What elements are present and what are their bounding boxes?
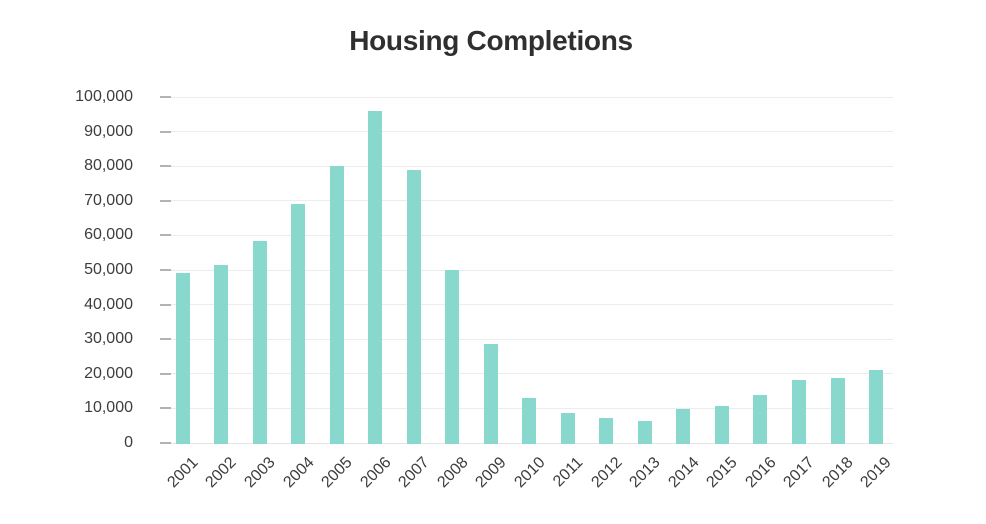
gridline — [160, 269, 893, 271]
bar — [175, 273, 190, 444]
bar — [869, 369, 884, 444]
x-axis-tick-label: 2012 — [588, 454, 626, 492]
y-axis-tick — [160, 199, 171, 202]
gridline — [160, 338, 893, 340]
y-axis-tick — [160, 234, 171, 237]
y-axis-tick-label: 40,000 — [84, 295, 133, 313]
x-axis-tick-label: 2007 — [395, 454, 433, 492]
x-axis-tick-label: 2005 — [318, 454, 356, 492]
y-axis-tick — [160, 372, 171, 375]
y-axis-tick — [160, 407, 171, 410]
x-axis-tick-label: 2008 — [434, 454, 472, 492]
y-axis-tick-label: 80,000 — [84, 157, 133, 175]
chart-title: Housing Completions — [349, 25, 633, 56]
x-axis-tick-label: 2015 — [703, 454, 741, 492]
bar — [830, 377, 845, 444]
bar — [753, 394, 768, 444]
bar — [522, 398, 537, 444]
x-axis-tick-label: 2017 — [780, 454, 819, 492]
y-axis-tick-label: 50,000 — [84, 261, 133, 278]
x-axis-tick-label: 2006 — [356, 454, 395, 492]
bar — [714, 405, 729, 444]
bar — [676, 409, 691, 444]
gridline — [160, 373, 893, 375]
x-axis-tick-label: 2011 — [550, 454, 587, 491]
bar — [252, 240, 267, 444]
bar — [599, 417, 614, 444]
x-axis-tick-label: 2018 — [819, 454, 857, 492]
x-axis-tick-label: 2013 — [626, 454, 664, 492]
bar — [445, 270, 460, 444]
bar — [560, 412, 575, 444]
y-axis-tick-label: 90,000 — [84, 122, 133, 140]
y-axis-tick — [160, 303, 171, 306]
y-axis-tick — [160, 442, 171, 444]
y-axis-tick-label: 100,000 — [75, 88, 133, 105]
y-axis-tick — [160, 165, 171, 168]
bar — [291, 204, 306, 444]
y-axis-tick — [160, 96, 171, 98]
bar — [637, 421, 652, 444]
y-axis-tick — [160, 338, 171, 341]
y-axis-tick-label: 20,000 — [84, 364, 133, 382]
x-axis-tick-label: 2003 — [241, 454, 279, 492]
bar — [329, 166, 344, 444]
gridline — [160, 165, 893, 167]
y-axis-tick — [160, 269, 171, 271]
y-axis-tick-label: 10,000 — [84, 399, 133, 417]
x-axis-tick-label: 2016 — [742, 454, 780, 492]
y-axis-tick-label: 70,000 — [84, 191, 133, 209]
x-axis-tick-label: 2010 — [511, 454, 549, 492]
bar — [791, 380, 806, 444]
bar — [406, 169, 421, 444]
x-axis-tick-label: 2002 — [202, 454, 241, 492]
x-axis-tick-label: 2009 — [472, 454, 510, 492]
gridline — [160, 96, 893, 98]
bar — [214, 264, 229, 444]
y-axis-tick — [160, 130, 171, 133]
x-axis-tick-label: 2014 — [665, 454, 703, 492]
bar — [368, 110, 383, 444]
gridline — [160, 304, 893, 306]
y-axis-tick-label: 30,000 — [84, 330, 133, 348]
x-axis-tick-label: 2001 — [164, 454, 202, 492]
gridline — [160, 131, 893, 133]
y-axis-tick-label: 0 — [124, 434, 133, 451]
x-axis-tick-label: 2019 — [857, 454, 896, 492]
y-axis-tick-label: 60,000 — [84, 226, 133, 244]
bar — [483, 344, 498, 444]
gridline — [160, 200, 893, 202]
gridline — [160, 234, 893, 236]
x-axis-tick-label: 2004 — [279, 454, 318, 492]
